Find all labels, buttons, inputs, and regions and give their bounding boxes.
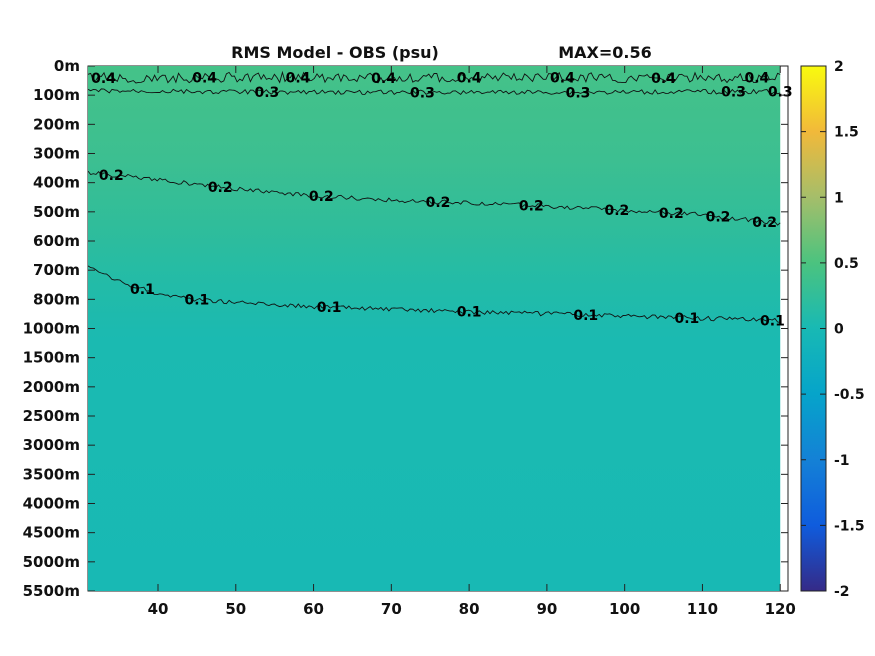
y-tick-label: 600m (33, 232, 80, 250)
y-tick-label: 100m (33, 86, 80, 104)
y-tick-label: 4000m (23, 495, 80, 513)
y-tick-label: 0m (54, 57, 80, 75)
x-tick-label: 40 (148, 600, 169, 618)
y-tick-label: 3500m (23, 465, 80, 483)
y-axis: 0m 100m 200m 300m 400m 500m 600m 700m 800m 1000m 1… (23, 57, 788, 600)
heatmap-field (88, 66, 781, 591)
colorbar-tick-label: -0.5 (834, 387, 865, 403)
colorbar-tick-label: 0 (834, 322, 844, 338)
contour-label: 0.4 (286, 71, 311, 87)
contour-label: 0.1 (760, 313, 785, 329)
x-tick-label: 80 (459, 600, 480, 618)
y-tick-label: 3000m (23, 436, 80, 454)
x-tick-label: 100 (609, 600, 640, 618)
colorbar-tick-label: -1.5 (834, 518, 865, 534)
contour-label: 0.2 (208, 180, 233, 196)
contour-label: 0.2 (604, 203, 629, 219)
contour-label: 0.2 (706, 210, 731, 226)
contour-label: 0.3 (410, 85, 435, 101)
contour-label: 0.3 (566, 85, 591, 101)
contour-label: 0.4 (550, 70, 575, 86)
y-tick-label: 5500m (23, 582, 80, 600)
contour-label: 0.1 (130, 282, 155, 298)
x-tick-label: 120 (765, 600, 796, 618)
contour-label: 0.2 (519, 198, 544, 214)
contour-label: 0.3 (768, 85, 793, 101)
contour-label: 0.1 (184, 292, 209, 308)
contour-label: 0.1 (317, 300, 342, 316)
colorbar-axis: 2 1.5 1 0.5 0 -0.5 -1 -1.5 -2 (801, 59, 865, 600)
y-tick-label: 4500m (23, 524, 80, 542)
colorbar-tick-label: 2 (834, 59, 844, 75)
x-tick-label: 60 (303, 600, 324, 618)
contour-label: 0.4 (744, 71, 769, 87)
contour-label: 0.2 (99, 168, 124, 184)
y-tick-label: 500m (33, 203, 80, 221)
x-axis: 40 50 60 70 80 90 100 110 120 (148, 66, 796, 618)
y-tick-label: 1500m (23, 349, 80, 367)
colorbar-tick-label: 1 (834, 190, 844, 206)
contour-line (87, 88, 781, 96)
y-tick-label: 200m (33, 115, 80, 133)
y-tick-label: 700m (33, 261, 80, 279)
max-label: MAX=0.56 (558, 43, 652, 62)
y-tick-label: 2500m (23, 407, 80, 425)
contour-label: 0.1 (573, 308, 598, 324)
colorbar-tick-label: 1.5 (834, 125, 859, 141)
contour-label: 0.4 (91, 71, 116, 87)
contour-lines: 0.4 0.4 0.4 0.4 0.4 0.4 0.4 0.40.3 0.3 0.3 0.3 0.30… (87, 70, 793, 329)
contour-label: 0.4 (192, 71, 217, 87)
contour-line (87, 265, 781, 324)
contour-label: 0.1 (457, 305, 482, 321)
x-tick-label: 90 (536, 600, 557, 618)
y-tick-label: 400m (33, 174, 80, 192)
colorbar-tick-label: -2 (834, 584, 850, 600)
contour-label: 0.3 (721, 85, 746, 101)
y-tick-label: 2000m (23, 378, 80, 396)
colorbar-tick-label: 0.5 (834, 256, 859, 272)
contour-label: 0.4 (371, 71, 396, 87)
chart-title: RMS Model - OBS (psu) (231, 43, 439, 62)
contour-label: 0.4 (651, 71, 676, 87)
contour-line (87, 170, 781, 226)
colorbar-tick-label: -1 (834, 453, 850, 469)
contour-label: 0.4 (457, 71, 482, 87)
contour-label: 0.3 (254, 85, 279, 101)
contour-line (87, 70, 781, 84)
y-tick-label: 1000m (23, 320, 80, 338)
contour-label: 0.1 (674, 311, 699, 327)
y-tick-label: 5000m (23, 553, 80, 571)
contour-label: 0.2 (426, 195, 451, 211)
contour-label: 0.2 (752, 215, 777, 231)
contour-label: 0.2 (309, 189, 334, 205)
x-tick-label: 70 (381, 600, 402, 618)
x-tick-label: 110 (687, 600, 718, 618)
contour-label: 0.2 (659, 206, 684, 222)
y-tick-label: 800m (33, 290, 80, 308)
y-tick-label: 300m (33, 145, 80, 163)
x-tick-label: 50 (225, 600, 246, 618)
